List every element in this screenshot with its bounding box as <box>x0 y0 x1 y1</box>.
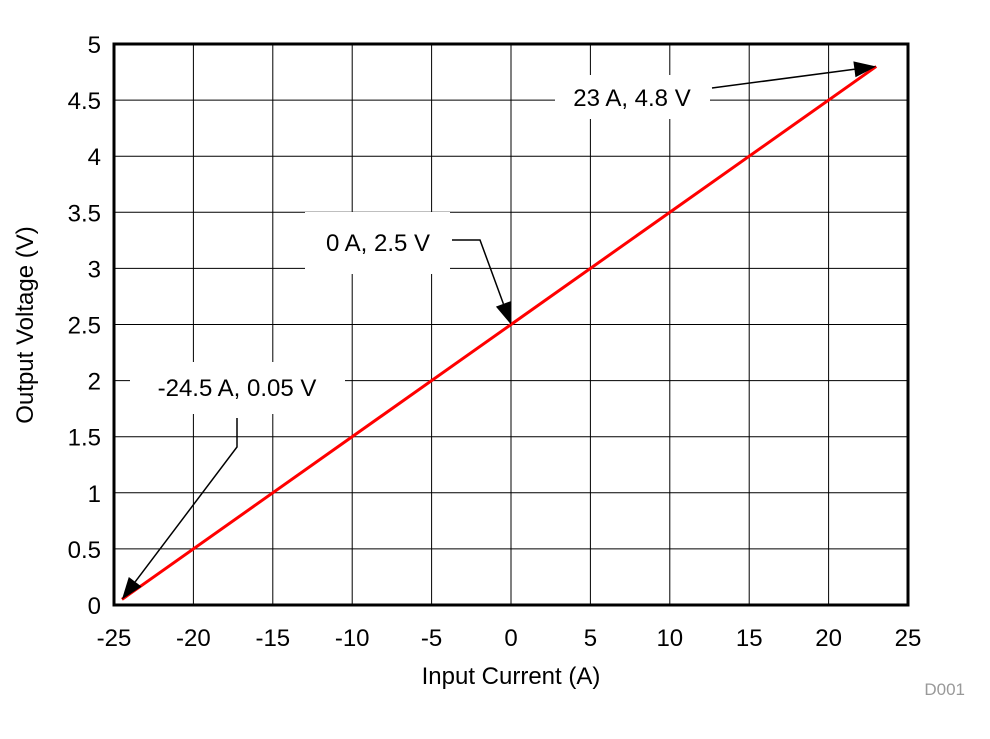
x-tick-label: 25 <box>895 625 922 652</box>
series-line <box>121 65 878 601</box>
y-axis-label: Output Voltage (V) <box>12 226 39 423</box>
x-tick-label: -15 <box>255 625 290 652</box>
y-tick-label: 4.5 <box>68 88 101 115</box>
arrowhead-icon <box>853 61 877 78</box>
annotation-label: -24.5 A, 0.05 V <box>158 375 317 402</box>
figure-id: D001 <box>924 680 965 699</box>
annotation-arrow-line <box>711 68 855 89</box>
arrowhead-icon <box>121 577 142 600</box>
annotation-box <box>130 362 345 414</box>
x-tick-label: 10 <box>656 625 683 652</box>
y-tick-label: 2 <box>88 369 101 396</box>
y-tick-label: 0.5 <box>68 537 101 564</box>
y-tick-label: 1 <box>88 481 101 508</box>
y-tick-label: 5 <box>88 32 101 59</box>
y-tick-label: 4 <box>88 144 101 171</box>
x-tick-label: 15 <box>736 625 763 652</box>
annotation-box <box>305 212 450 274</box>
x-tick-label: 0 <box>504 625 517 652</box>
y-tick-label: 3.5 <box>68 200 101 227</box>
y-tick-label: 1.5 <box>68 425 101 452</box>
y-tick-label: 2.5 <box>68 313 101 340</box>
x-tick-label: -10 <box>335 625 370 652</box>
tick-labels: -25 -20 -15 -10 -5 0 5 10 15 20 25 0 0.5 1 1.5 2 2.5 3 3.5… <box>68 32 922 652</box>
annotation-label: 0 A, 2.5 V <box>326 230 430 257</box>
series-layer <box>121 65 878 601</box>
y-tick-label: 3 <box>88 256 101 283</box>
annotations: 23 A, 4.8 V 0 A, 2.5 V -24.5 A, 0.05 V <box>121 61 877 600</box>
annotation-label: 23 A, 4.8 V <box>573 85 690 112</box>
x-tick-label: -5 <box>421 625 442 652</box>
annotation-arrow-line <box>134 418 238 583</box>
arrowhead-icon <box>495 301 511 325</box>
annotation-box <box>555 75 710 119</box>
x-axis-label: Input Current (A) <box>422 663 601 690</box>
y-tick-label: 0 <box>88 593 101 620</box>
x-tick-label: 20 <box>815 625 842 652</box>
annotation-arrow-line <box>452 239 505 305</box>
x-tick-label: -20 <box>176 625 211 652</box>
plot-frame <box>112 42 910 607</box>
x-tick-label: -25 <box>97 625 132 652</box>
x-tick-label: 5 <box>584 625 597 652</box>
